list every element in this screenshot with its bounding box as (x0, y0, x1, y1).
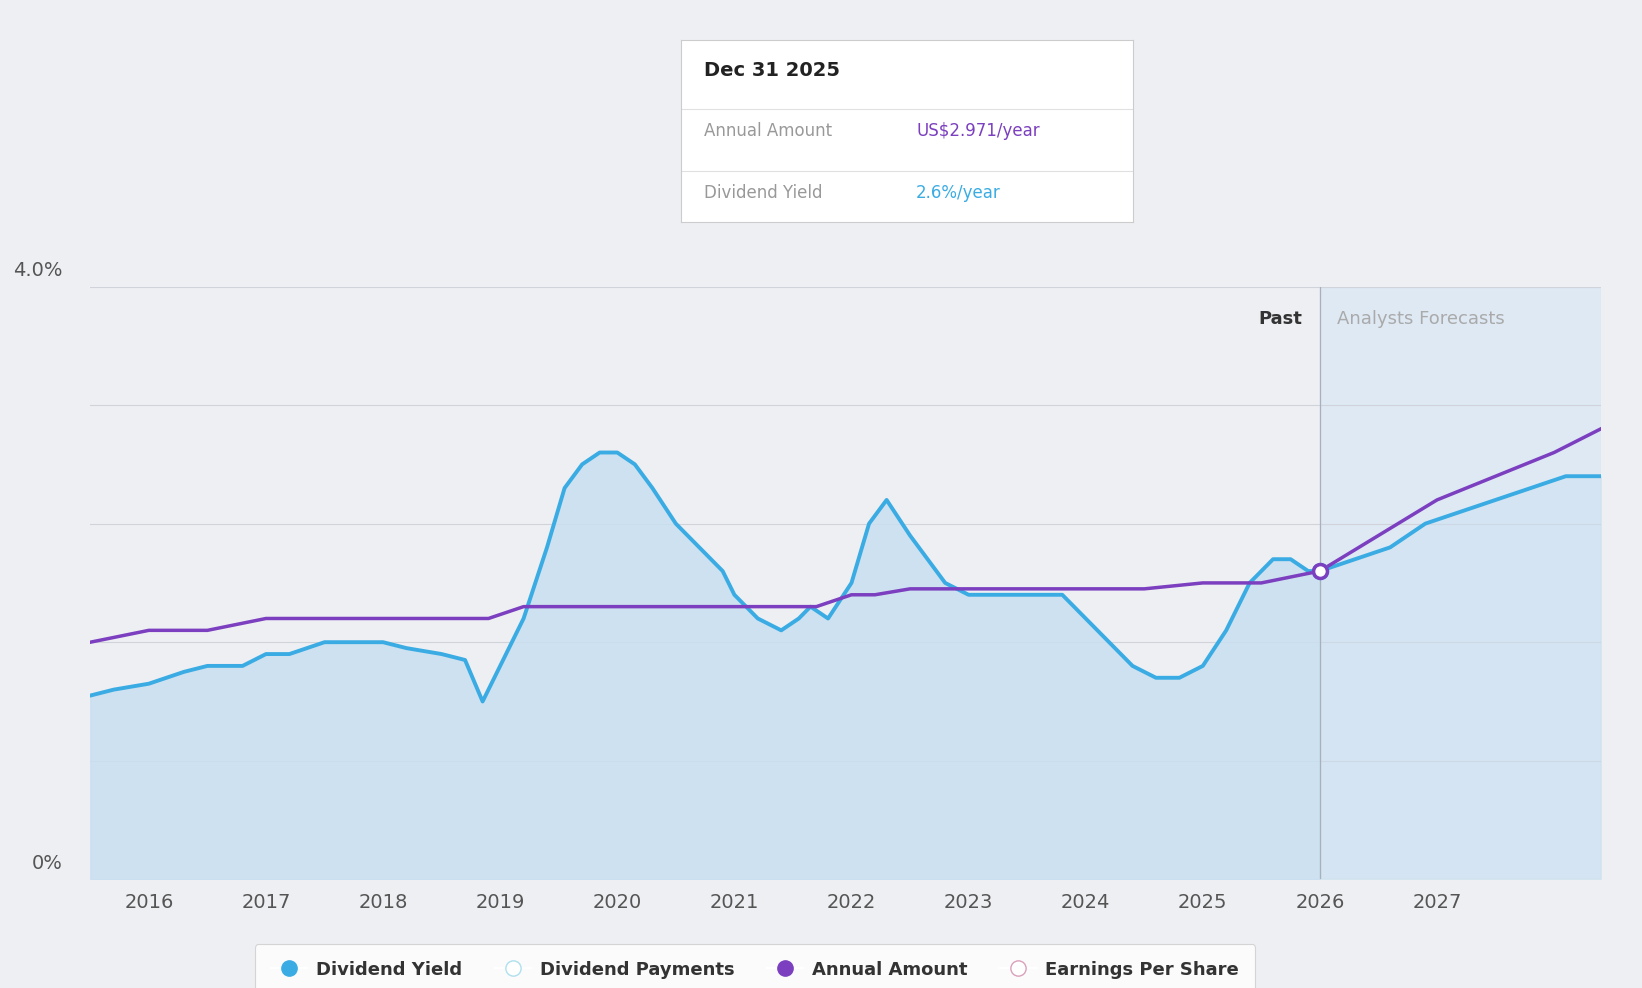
Text: Dec 31 2025: Dec 31 2025 (704, 61, 841, 80)
Text: US$2.971/year: US$2.971/year (916, 122, 1039, 139)
Text: Past: Past (1258, 310, 1302, 328)
Text: Dividend Yield: Dividend Yield (704, 184, 823, 202)
Legend: Dividend Yield, Dividend Payments, Annual Amount, Earnings Per Share: Dividend Yield, Dividend Payments, Annua… (255, 945, 1254, 988)
Text: Annual Amount: Annual Amount (704, 122, 832, 139)
Text: Analysts Forecasts: Analysts Forecasts (1338, 310, 1506, 328)
Bar (1320, 287, 1601, 879)
Text: 4.0%: 4.0% (13, 261, 62, 281)
Text: 0%: 0% (31, 854, 62, 873)
Text: 2.6%/year: 2.6%/year (916, 184, 1002, 202)
